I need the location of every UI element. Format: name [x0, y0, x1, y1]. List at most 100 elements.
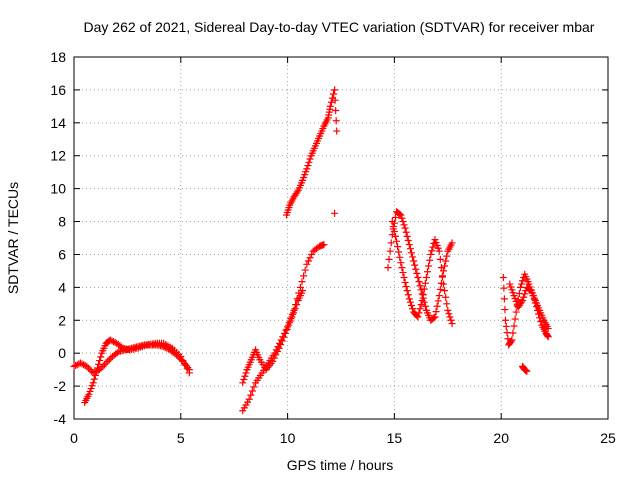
data-point: [401, 278, 409, 286]
data-point: [436, 285, 444, 293]
data-point: [435, 247, 443, 255]
data-point: [104, 357, 112, 365]
data-point: [403, 287, 411, 295]
y-tick-label: -4: [54, 411, 67, 427]
data-point: [516, 283, 524, 291]
data-point: [401, 224, 409, 232]
data-point: [102, 359, 110, 367]
data-point: [245, 395, 253, 403]
data-point: [185, 369, 193, 377]
data-point: [425, 262, 433, 270]
y-tick-label: 8: [58, 214, 66, 230]
data-point: [424, 268, 432, 276]
data-point: [501, 316, 509, 324]
data-point: [442, 257, 450, 265]
y-tick-label: 4: [58, 279, 66, 295]
data-point: [441, 262, 449, 270]
data-point: [396, 210, 404, 218]
data-point: [507, 337, 515, 345]
data-point: [405, 295, 413, 303]
plot-frame: [73, 56, 609, 420]
series-mid-loop-b: [388, 218, 456, 328]
data-point: [405, 241, 413, 249]
data-point: [503, 329, 511, 337]
data-point: [95, 360, 103, 368]
data-point: [240, 376, 248, 384]
y-axis-label: SDTVAR / TECUs: [5, 182, 21, 294]
data-point: [280, 333, 288, 341]
data-point: [391, 232, 399, 240]
data-point: [418, 290, 426, 298]
data-point: [501, 306, 509, 314]
data-point: [517, 298, 525, 306]
data-point: [407, 249, 415, 257]
data-point: [118, 343, 126, 351]
data-point: [248, 387, 256, 395]
data-point: [300, 272, 308, 280]
series-late-arc-b: [506, 280, 552, 332]
data-point: [427, 250, 435, 258]
data-point: [391, 213, 399, 221]
data-point: [303, 165, 311, 173]
data-point: [430, 314, 438, 322]
data-point: [89, 379, 97, 387]
data-point: [320, 241, 328, 249]
data-point: [301, 266, 309, 274]
series-late-scatter: [519, 362, 531, 375]
data-point: [406, 245, 414, 253]
data-point: [415, 309, 423, 317]
data-point: [410, 257, 418, 265]
data-point: [241, 372, 249, 380]
data-point: [281, 329, 289, 337]
data-point: [416, 282, 424, 290]
data-point: [308, 250, 316, 258]
x-axis-label: GPS time / hours: [287, 457, 394, 473]
data-point: [390, 227, 398, 235]
data-point: [304, 257, 312, 265]
data-point: [419, 291, 427, 299]
data-point: [333, 127, 341, 135]
x-tick-label: 10: [280, 430, 296, 446]
data-point: [388, 218, 396, 226]
data-point: [400, 273, 408, 281]
data-point: [270, 354, 278, 362]
data-point: [298, 278, 306, 286]
data-point: [286, 317, 294, 325]
data-point: [416, 305, 424, 313]
data-point: [247, 391, 255, 399]
data-point: [305, 158, 313, 166]
data-point: [438, 272, 446, 280]
data-point: [422, 273, 430, 281]
data-point: [389, 222, 397, 230]
data-point: [293, 301, 301, 309]
series-steep-rise: [283, 86, 341, 219]
y-tick-label: 6: [58, 246, 66, 262]
data-point: [96, 357, 104, 365]
data-point: [429, 243, 437, 251]
data-point: [108, 337, 116, 345]
y-tick-label: 0: [58, 345, 66, 361]
data-point: [432, 308, 440, 316]
data-point: [70, 362, 78, 370]
data-point: [330, 90, 338, 98]
data-point: [91, 371, 99, 379]
data-point: [291, 305, 299, 313]
data-point: [406, 298, 414, 306]
data-point: [393, 237, 401, 245]
data-point: [442, 293, 450, 301]
data-point: [428, 247, 436, 255]
data-point: [110, 338, 118, 346]
data-point: [183, 365, 191, 373]
data-point: [278, 337, 286, 345]
data-point: [242, 369, 250, 377]
data-point: [510, 322, 518, 330]
data-point: [299, 287, 307, 295]
data-point: [414, 273, 422, 281]
data-point: [431, 313, 439, 321]
data-point: [402, 228, 410, 236]
data-point: [421, 279, 429, 287]
data-point: [399, 269, 407, 277]
data-point: [399, 218, 407, 226]
data-point: [306, 155, 314, 163]
